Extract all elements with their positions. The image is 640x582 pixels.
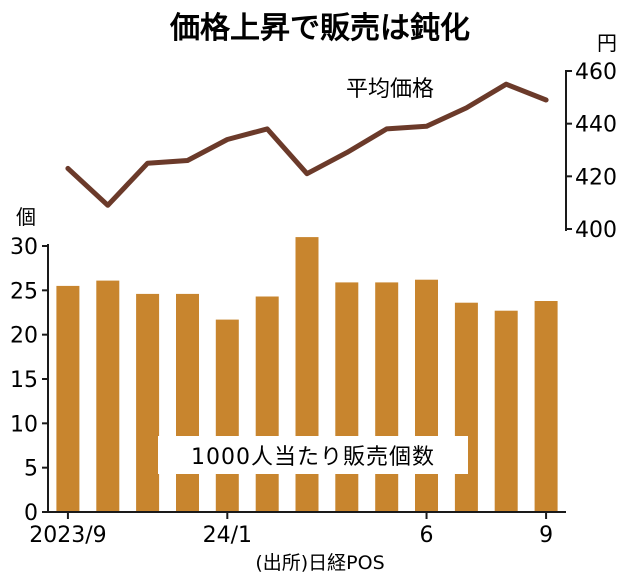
source-note: (出所)日経POS (255, 552, 384, 574)
line-tick-label: 460 (575, 60, 617, 85)
line-tick-label: 440 (575, 113, 617, 138)
bar-axis-ticks: 0 5 10 15 20 25 30 (10, 235, 48, 526)
bar-series-label: 1000人当たり販売個数 (191, 445, 435, 470)
bar-2024/5 (375, 282, 399, 512)
bar-2023/12 (176, 293, 199, 512)
bar-tick-label: 15 (10, 368, 38, 393)
x-tick-label: 2023/9 (29, 523, 106, 548)
x-tick-label: 6 (420, 523, 434, 548)
price-series-label: 平均価格 (346, 77, 434, 102)
line-axis: 円 (565, 31, 617, 231)
bar-tick-label: 25 (10, 279, 38, 304)
bar-unit-label: 個 (16, 205, 36, 229)
bar-2024/9 (534, 301, 558, 512)
line-unit-label: 円 (597, 31, 617, 55)
bar-tick-label: 30 (10, 235, 38, 260)
bar-axis: 個 (16, 205, 566, 513)
bar-2023/11 (136, 293, 160, 512)
bar-2024/1 (215, 319, 239, 512)
bar-series-label-bg (158, 436, 468, 474)
x-axis-ticks: 2023/9 24/1 6 9 (29, 512, 553, 548)
bar-2024/6 (415, 279, 438, 512)
line-tick-label: 420 (575, 165, 617, 190)
x-tick-label: 24/1 (203, 523, 252, 548)
bar-2024/2 (255, 296, 279, 512)
bar-2023/9 (56, 285, 80, 512)
x-tick-label: 9 (539, 523, 553, 548)
line-axis-ticks: 400 420 440 460 (566, 60, 617, 243)
bar-tick-label: 20 (10, 324, 38, 349)
chart-title: 価格上昇で販売は鈍化 (169, 11, 470, 46)
bar-tick-label: 0 (24, 501, 38, 526)
price-line (65, 81, 549, 208)
bar-2024/7 (454, 302, 478, 512)
line-tick-label: 400 (575, 218, 617, 243)
bar-tick-label: 10 (10, 412, 38, 437)
bar-tick-label: 5 (24, 457, 38, 482)
bar-2023/10 (96, 280, 120, 512)
bar-2024/8 (494, 310, 518, 512)
bar-2024/4 (335, 282, 359, 512)
